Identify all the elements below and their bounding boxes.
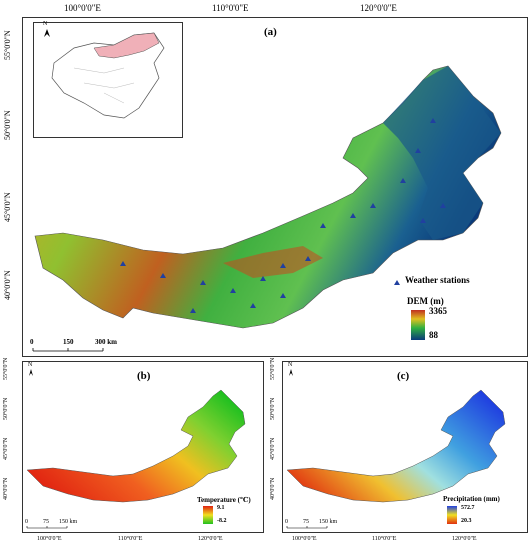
b-bottom-tick-120e: 120°0'0"E xyxy=(198,536,223,542)
c-bottom-tick-120e: 120°0'0"E xyxy=(452,536,477,542)
b-left-tick-55n: 55°0'0"N xyxy=(3,357,9,380)
top-tick-120e: 120°0'0"E xyxy=(360,3,397,13)
scale-b-150: 150 km xyxy=(59,519,78,525)
top-tick-110e: 110°0'0"E xyxy=(212,3,249,13)
precipitation-map xyxy=(286,369,506,529)
inset-north-label: N xyxy=(43,21,48,27)
inset-map: N xyxy=(33,21,183,138)
b-bottom-tick-110e: 110°0'0"E xyxy=(118,536,143,542)
precip-legend-max: 572.7 xyxy=(461,505,475,511)
temp-legend-title: Temperature (℃) xyxy=(197,496,251,504)
b-bottom-tick-100e: 100°0'0"E xyxy=(37,536,62,542)
c-left-tick-45n: 45°0'0"N xyxy=(270,437,276,460)
weather-stations xyxy=(120,118,446,313)
scale-a-300: 300 km xyxy=(95,338,117,346)
c-left-tick-50n: 50°0'0"N xyxy=(270,397,276,420)
b-left-tick-50n: 50°0'0"N xyxy=(3,397,9,420)
b-left-tick-40n: 40°0'0"N xyxy=(3,477,9,500)
panel-a-label: (a) xyxy=(264,26,277,38)
scale-b-0: 0 xyxy=(25,519,28,525)
china-inset xyxy=(44,29,165,119)
dem-legend-title: DEM (m) xyxy=(407,296,444,306)
precip-legend-min: 20.3 xyxy=(461,518,472,524)
c-left-tick-40n: 40°0'0"N xyxy=(270,477,276,500)
dem-legend-min: 88 xyxy=(429,330,438,340)
scale-c-0: 0 xyxy=(285,519,288,525)
panel-b-label: (b) xyxy=(137,370,151,382)
c-bottom-tick-100e: 100°0'0"E xyxy=(292,536,317,542)
scale-c-150: 150 km xyxy=(319,519,338,525)
b-left-tick-45n: 45°0'0"N xyxy=(3,437,9,460)
precip-legend-title: Precipitation (mm) xyxy=(443,495,500,503)
left-tick-45n: 45°0'0"N xyxy=(3,192,12,222)
panel-a: N (a) Weather stations DEM (m) 3365 88 0… xyxy=(22,17,528,357)
inner-mongolia-highlight xyxy=(93,32,160,59)
c-north-label: N xyxy=(288,362,293,368)
panel-c: N (c) Precipitation (mm) 572.7 20.3 0 75… xyxy=(282,361,528,533)
left-tick-55n: 55°0'0"N xyxy=(3,30,12,60)
temp-legend-bar xyxy=(203,506,213,524)
scale-a-150: 150 xyxy=(63,338,74,346)
panel-b: N (b) Temperature (℃) 9.1 -8.2 0 75 150 … xyxy=(22,361,264,533)
stations-legend-label: Weather stations xyxy=(405,275,470,285)
scale-b-75: 75 xyxy=(43,519,49,525)
scale-a-0: 0 xyxy=(30,338,34,346)
scale-bar-a xyxy=(32,348,104,352)
temp-legend-min: -8.2 xyxy=(217,518,227,524)
temp-legend-max: 9.1 xyxy=(217,505,225,511)
dem-legend-bar xyxy=(411,310,425,340)
b-north-label: N xyxy=(28,362,33,368)
precip-legend-bar xyxy=(447,506,457,524)
c-bottom-tick-110e: 110°0'0"E xyxy=(372,536,397,542)
c-left-tick-55n: 55°0'0"N xyxy=(270,357,276,380)
scale-c-75: 75 xyxy=(303,519,309,525)
left-tick-50n: 50°0'0"N xyxy=(3,110,12,140)
left-tick-40n: 40°0'0"N xyxy=(3,270,12,300)
dem-map xyxy=(32,65,502,352)
dem-legend-max: 3365 xyxy=(429,306,447,316)
temperature-map xyxy=(26,369,246,529)
panel-c-label: (c) xyxy=(397,370,410,382)
top-tick-100e: 100°0'0"E xyxy=(64,3,101,13)
